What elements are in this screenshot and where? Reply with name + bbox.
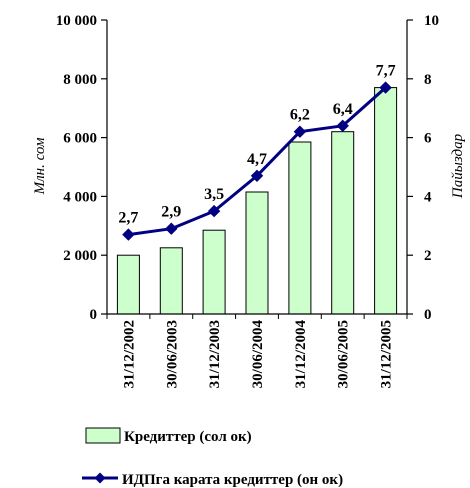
plot-area: 0 2 000 4 000 6 000 8 000 10 000 0 2 4 6 8 10 31/12/…: [56, 13, 439, 388]
legend-bar-swatch: [85, 427, 121, 444]
y-left-tick-label-1: 2 000: [63, 248, 97, 264]
data-label-3: 4,7: [247, 151, 267, 168]
x-tick-label-6: 31/12/2005: [379, 320, 395, 388]
line-point-4: [293, 125, 307, 138]
y-left-tick-label-2: 4 000: [63, 189, 97, 205]
data-label-2: 3,5: [204, 186, 224, 203]
y-left-tick-label-5: 10 000: [56, 13, 97, 29]
y-right-tick-label-3: 6: [424, 131, 432, 147]
x-tick-label-2: 31/12/2003: [207, 320, 223, 388]
x-tick-label-3: 30/06/2004: [250, 320, 266, 389]
x-tick-label-1: 30/06/2003: [164, 320, 180, 388]
bar-1: [159, 247, 183, 315]
line-point-2: [207, 204, 221, 218]
line-point-3: [250, 169, 264, 183]
y-right-tick-label-1: 2: [424, 248, 432, 264]
bar-6: [374, 87, 398, 315]
legend: Кредиттер (сол ок) ИДПга карата кредиттер…: [82, 427, 343, 488]
data-label-5: 6,4: [333, 101, 353, 118]
y-right-tick-label-5: 10: [424, 13, 439, 29]
y-right-tick-label-4: 8: [424, 72, 432, 88]
bar-5: [331, 131, 355, 315]
bar-3: [245, 191, 269, 315]
bar-4: [288, 141, 312, 315]
y-left-tick-label-3: 6 000: [63, 131, 97, 147]
legend-line-marker: [94, 472, 106, 484]
y-left-tick-label-0: 0: [90, 307, 98, 323]
data-label-6: 7,7: [376, 63, 396, 80]
y-left-axis-title: Млн. сом: [32, 137, 48, 195]
bar-2: [202, 229, 226, 315]
y-right-axis-title: Пайыздар: [450, 133, 466, 199]
x-tick-label-5: 30/06/2005: [336, 320, 352, 388]
y-right-tick-label-0: 0: [424, 307, 432, 323]
legend-bar-label: Кредиттер (сол ок): [124, 429, 252, 445]
y-right-tick-label-2: 4: [424, 189, 432, 205]
line-point-5: [336, 119, 349, 133]
line-point-6: [379, 81, 392, 94]
bar-0: [116, 254, 140, 315]
data-label-0: 2,7: [118, 210, 138, 227]
line-point-1: [165, 222, 178, 235]
x-tick-label-4: 31/12/2004: [293, 320, 309, 389]
y-left-tick-label-4: 8 000: [63, 72, 97, 88]
data-label-4: 6,2: [290, 107, 310, 124]
x-tick-label-0: 31/12/2002: [121, 320, 137, 388]
data-label-1: 2,9: [161, 204, 181, 221]
legend-line-label: ИДПга карата кредиттер (он ок): [122, 472, 343, 488]
line-point-0: [122, 228, 135, 241]
